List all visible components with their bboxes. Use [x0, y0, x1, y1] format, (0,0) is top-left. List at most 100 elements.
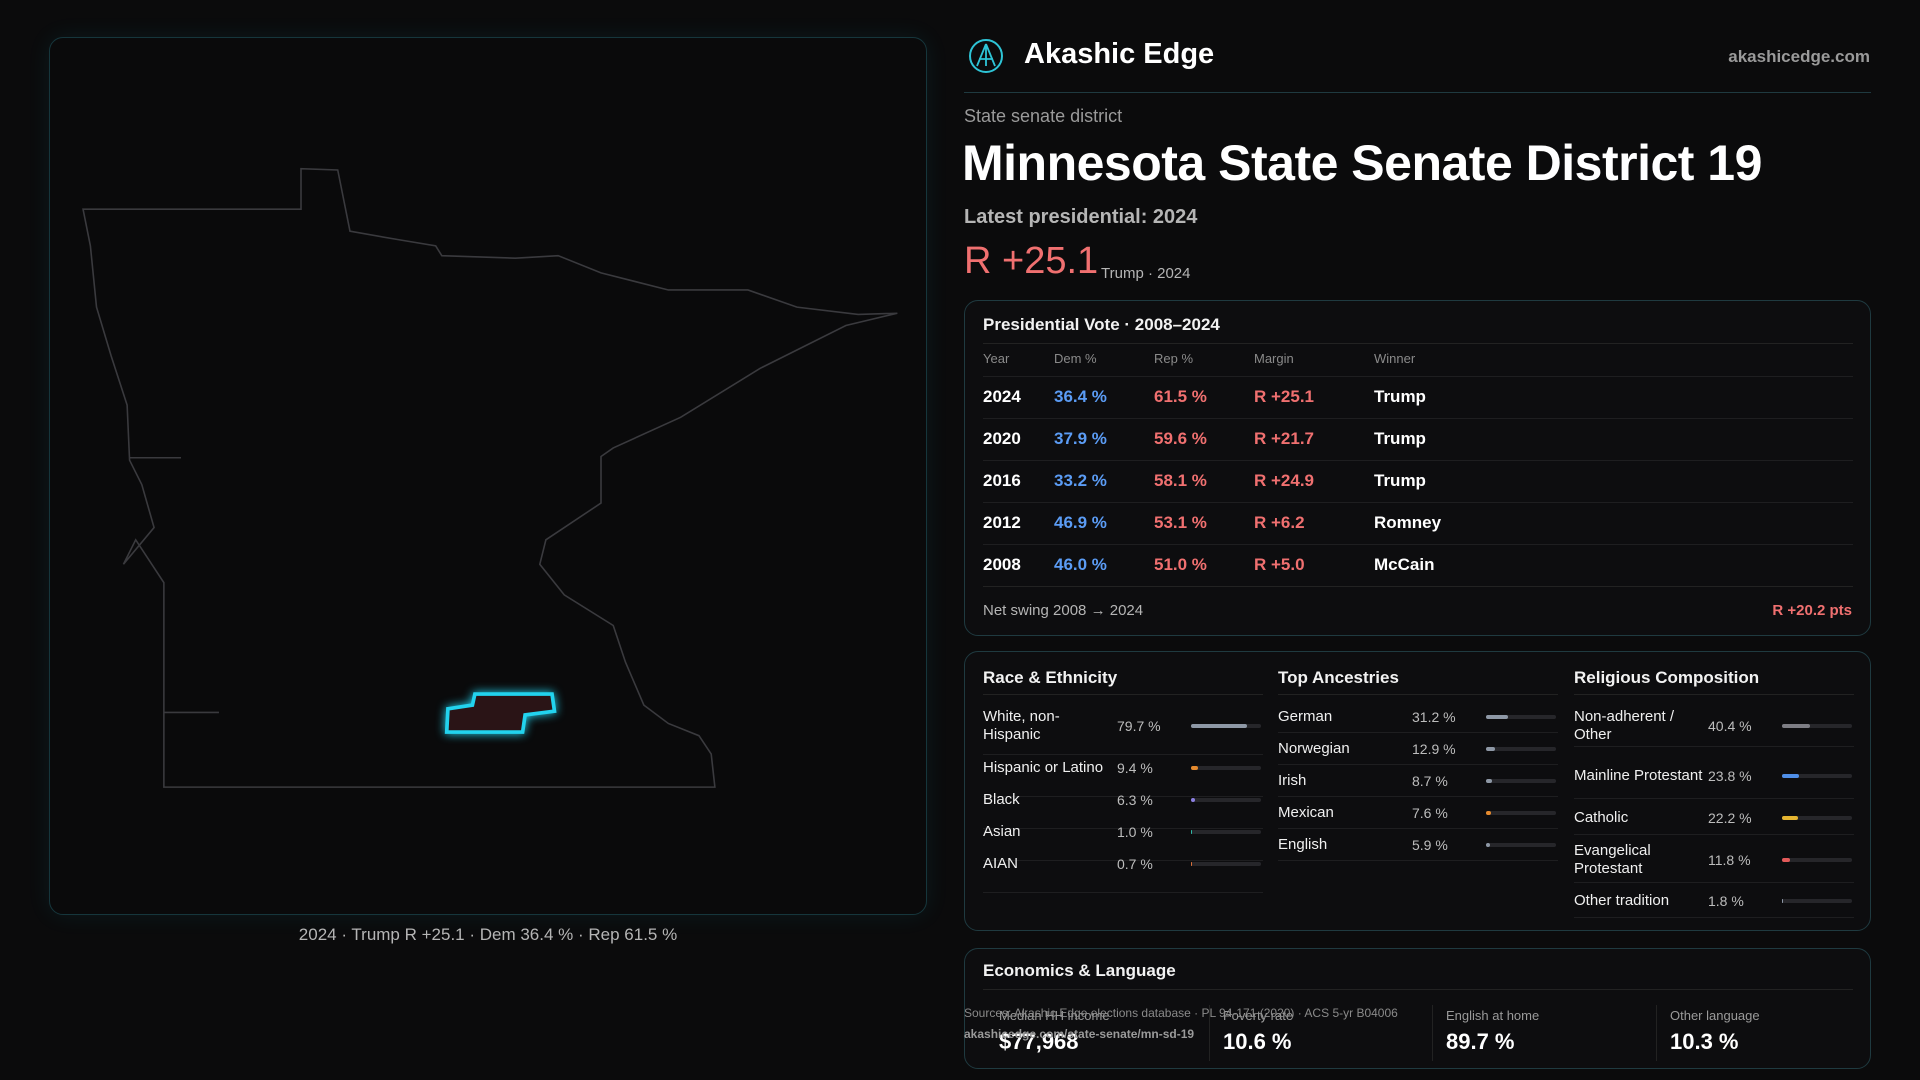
divider	[1209, 1005, 1210, 1061]
row-divider	[983, 460, 1853, 461]
state-outline	[82, 167, 898, 788]
site-link: akashicedge.com	[1728, 47, 1870, 66]
bar	[1191, 829, 1192, 834]
map-caption: 2024 · Trump R +25.1 · Dem 36.4 % · Rep …	[298, 925, 678, 944]
table-cell: Romney	[1374, 513, 1442, 532]
table-cell: 37.9 %	[1054, 429, 1107, 448]
table-cell: 53.1 %	[1154, 513, 1207, 532]
row-divider	[983, 544, 1853, 545]
presidential-panel: Presidential Vote · 2008–2024 Year Dem % Re…	[964, 300, 1871, 636]
table-cell: 2008	[983, 555, 1021, 574]
stat-value: 1.8 %	[1708, 892, 1744, 909]
econ-label: Median HH income	[999, 1008, 1110, 1023]
bar	[1486, 778, 1493, 783]
row-divider	[983, 586, 1853, 587]
bar-track	[1782, 815, 1852, 820]
bar-track	[1191, 765, 1261, 770]
column-header: Year	[983, 351, 1010, 366]
bar	[1486, 810, 1492, 815]
demographics-panel: Race & Ethnicity White, non-Hispanic 79.7 …	[964, 651, 1871, 931]
sources: Sources: Akashic Edge elections database…	[964, 1006, 1398, 1020]
stat-row: Other tradition 1.8 %	[1574, 884, 1854, 918]
table-cell: 46.9 %	[1054, 513, 1107, 532]
table-cell: R +6.2	[1254, 513, 1305, 532]
map	[82, 167, 898, 788]
table-cell: 46.0 %	[1054, 555, 1107, 574]
margin-note: Trump · 2024	[1101, 265, 1191, 282]
stat-value: 6.3 %	[1117, 791, 1153, 808]
stat-value: 9.4 %	[1117, 759, 1153, 776]
stat-row: Mexican 7.6 %	[1278, 797, 1558, 829]
bar	[1782, 815, 1798, 820]
latest-label: Latest presidential: 2024	[964, 206, 1198, 228]
stat-name: Evangelical Protestant	[1574, 841, 1651, 877]
table-cell: 58.1 %	[1154, 471, 1207, 490]
table-cell: 2012	[983, 513, 1021, 532]
divider	[983, 989, 1853, 990]
bar-track	[1782, 857, 1852, 862]
stat-name: German	[1278, 707, 1333, 725]
stat-name: Hispanic or Latino	[983, 758, 1104, 776]
bar-track	[1191, 861, 1261, 866]
divider	[983, 343, 1853, 344]
table-cell: 2016	[983, 471, 1021, 490]
table-cell: Trump	[1374, 429, 1426, 448]
table-cell: 61.5 %	[1154, 387, 1207, 406]
swing-value: R +20.2 pts	[1772, 602, 1852, 619]
divider	[1656, 1005, 1657, 1061]
bar-track	[1191, 723, 1261, 728]
stat-name: White, non-Hispanic	[983, 707, 1060, 743]
bar	[1486, 746, 1496, 751]
bar	[1486, 842, 1491, 847]
econ-value: 89.7 %	[1446, 1029, 1515, 1054]
divider	[1574, 694, 1854, 695]
stat-value: 23.8 %	[1708, 767, 1752, 784]
stat-value: 8.7 %	[1412, 772, 1448, 789]
column-header: Winner	[1374, 351, 1416, 366]
stat-value: 5.9 %	[1412, 836, 1448, 853]
divider	[983, 694, 1263, 695]
source-link: akashicedge.com/state-senate/mn-sd-19	[964, 1027, 1195, 1041]
econ-label: Other language	[1670, 1008, 1760, 1023]
stat-name: Irish	[1278, 771, 1307, 789]
table-cell: 2020	[983, 429, 1021, 448]
table-cell: R +24.9	[1254, 471, 1315, 490]
stat-row: Catholic 22.2 %	[1574, 801, 1854, 835]
stat-row: English 5.9 %	[1278, 829, 1558, 861]
row-divider	[983, 418, 1853, 419]
stat-name: Black	[983, 790, 1020, 808]
margin: R +25.1	[964, 240, 1099, 282]
bar-track	[1782, 898, 1852, 903]
bar-track	[1782, 773, 1852, 778]
stat-value: 12.9 %	[1412, 740, 1456, 757]
section-title: Religious Composition	[1574, 668, 1760, 687]
bar-track	[1486, 842, 1556, 847]
bar	[1782, 898, 1784, 903]
bar	[1191, 797, 1196, 802]
table-cell: 36.4 %	[1054, 387, 1107, 406]
table-cell: 2024	[983, 387, 1021, 406]
district-shape	[444, 692, 557, 734]
stat-value: 0.7 %	[1117, 855, 1153, 872]
stat-row: Asian 1.0 %	[983, 803, 1263, 861]
brand: Akashic Edge	[1024, 38, 1215, 70]
econ-value: 10.6 %	[1223, 1029, 1292, 1054]
divider	[1278, 694, 1558, 695]
bar-track	[1782, 723, 1852, 728]
divider	[1432, 1005, 1433, 1061]
column-header: Margin	[1254, 351, 1294, 366]
stat-value: 31.2 %	[1412, 708, 1456, 725]
district-title: Minnesota State Senate District 19	[962, 135, 1762, 191]
district-kind: State senate district	[964, 106, 1123, 126]
stat-row: German 31.2 %	[1278, 701, 1558, 733]
bar	[1782, 723, 1811, 728]
table-cell: 51.0 %	[1154, 555, 1207, 574]
bar-track	[1486, 778, 1556, 783]
table-cell: McCain	[1374, 555, 1435, 574]
map-panel	[49, 37, 927, 915]
bar-track	[1486, 714, 1556, 719]
stat-row: Black 6.3 %	[983, 771, 1263, 829]
section-title: Economics & Language	[983, 961, 1176, 980]
